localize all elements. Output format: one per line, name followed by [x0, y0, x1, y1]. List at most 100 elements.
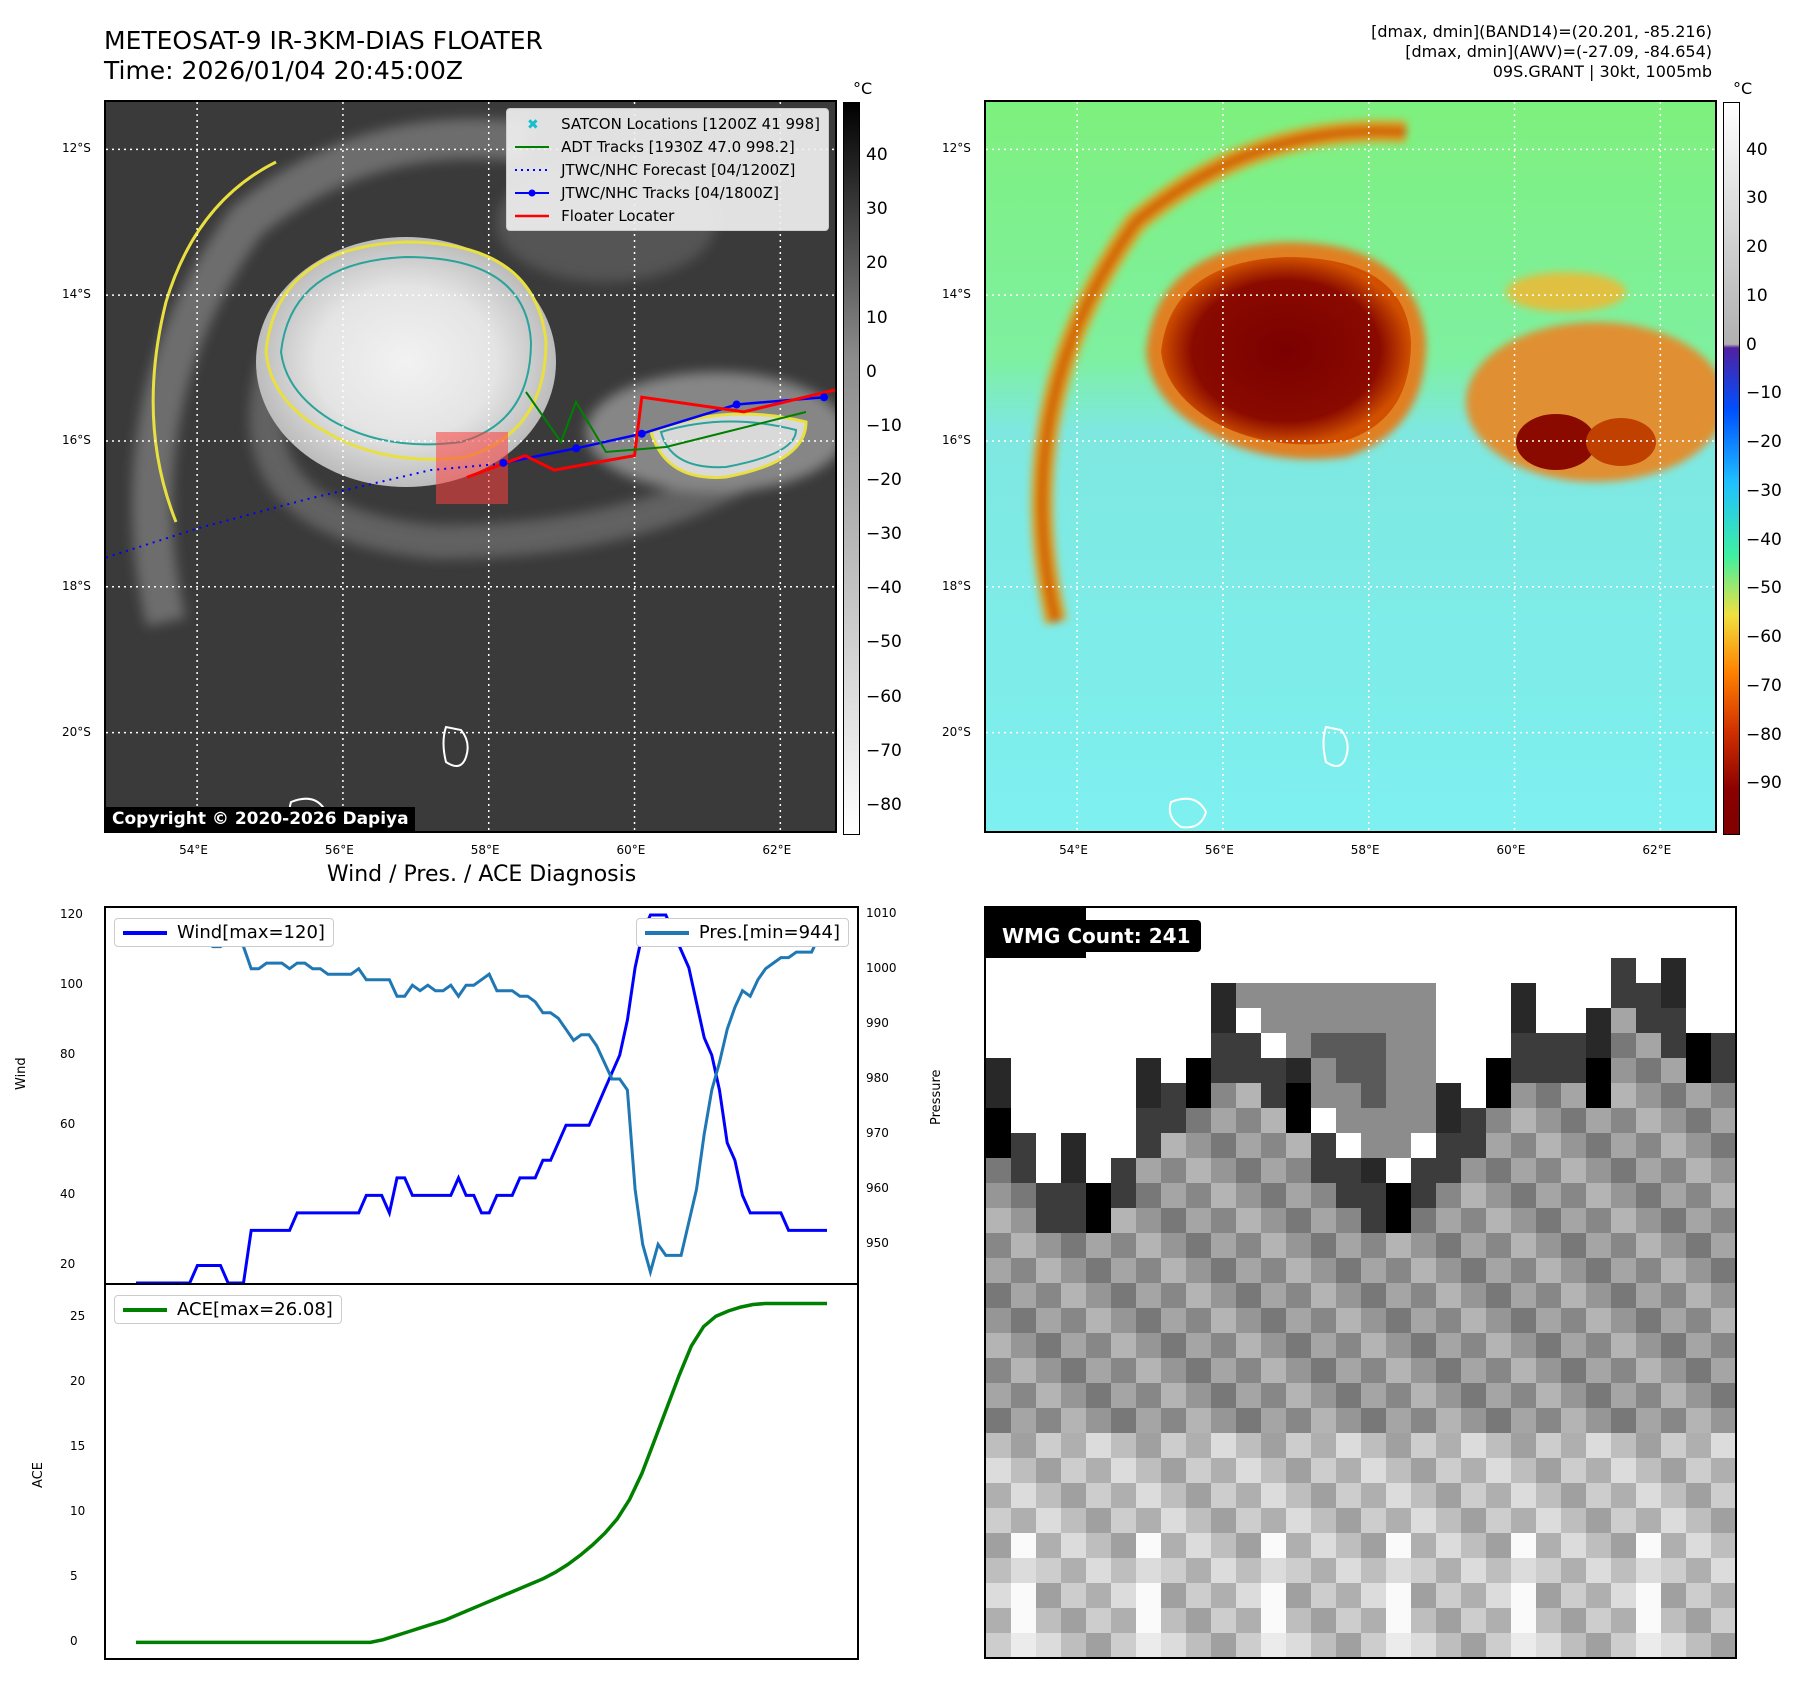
colorbar-tick-label: 20 [866, 253, 888, 274]
wmg-cell [1311, 1358, 1336, 1383]
wmg-cell [1361, 1133, 1386, 1158]
wmg-cell [1161, 1408, 1186, 1433]
wmg-cell [1436, 1033, 1461, 1058]
wmg-cell [1161, 1533, 1186, 1558]
wmg-cell [1286, 1033, 1311, 1058]
ir-colorbar [843, 102, 860, 835]
wmg-cell [1261, 1008, 1286, 1033]
wmg-cell [1086, 1033, 1111, 1058]
wmg-cell [1436, 1133, 1461, 1158]
wmg-cell [1286, 1583, 1311, 1608]
wmg-cell [1411, 1408, 1436, 1433]
wmg-cell [1311, 1283, 1336, 1308]
wmg-cell [1561, 1058, 1586, 1083]
wmg-cell [1711, 1358, 1735, 1383]
wmg-cell [1361, 1558, 1386, 1583]
wmg-cell [1336, 1158, 1361, 1183]
wmg-cell [1011, 1158, 1036, 1183]
wmg-cell [1086, 1258, 1111, 1283]
wmg-cell [1011, 1183, 1036, 1208]
wmg-cell [1661, 1508, 1686, 1533]
wmg-cell [1661, 1283, 1686, 1308]
wmg-cell [1311, 1183, 1336, 1208]
wmg-cell [1661, 1583, 1686, 1608]
wmg-cell [1186, 1283, 1211, 1308]
wmg-cell [1386, 1558, 1411, 1583]
floater-locater-line [466, 388, 835, 479]
pressure-axis-label: Pressure [929, 1069, 944, 1125]
wmg-cell [1286, 1308, 1311, 1333]
wmg-cell [1686, 958, 1711, 983]
colorbar-tick-label: 0 [866, 361, 877, 382]
wmg-cell [1261, 1108, 1286, 1133]
wmg-cell [1211, 1283, 1236, 1308]
wind-pressure-plot[interactable]: Wind[max=120] Pres.[min=944] [104, 906, 859, 1285]
wmg-cell [1611, 1133, 1636, 1158]
wmg-cell [1311, 1433, 1336, 1458]
wmg-cell [1261, 1133, 1286, 1158]
wmg-cell [1611, 958, 1636, 983]
wmg-cell [1711, 1633, 1735, 1657]
wmg-cell [1661, 1033, 1686, 1058]
wmg-cell [986, 1408, 1011, 1433]
wmg-cell [1511, 1008, 1536, 1033]
wmg-cell [1586, 1008, 1611, 1033]
wmg-cell [1686, 1083, 1711, 1108]
wmg-cell [1336, 1608, 1361, 1633]
wmg-cell [1436, 1383, 1461, 1408]
colorbar-tick-label: −80 [866, 794, 902, 815]
wmg-cell [1636, 1458, 1661, 1483]
wmg-cell [1336, 1283, 1361, 1308]
wmg-cell [1611, 1533, 1636, 1558]
wmg-cell [1361, 1033, 1386, 1058]
wmg-cell [1236, 1558, 1261, 1583]
wmg-cell [1036, 1058, 1061, 1083]
wmg-cell [1636, 1283, 1661, 1308]
pressure-series-line [136, 923, 829, 1278]
wmg-cell [1211, 1558, 1236, 1583]
wmg-cell [1611, 1458, 1636, 1483]
wmg-cell [1211, 1108, 1236, 1133]
wmg-cell [1286, 1558, 1311, 1583]
ir-map-panel[interactable]: ✖ SATCON Locations [1200Z 41 998] ADT Tra… [104, 100, 837, 833]
wmg-cell [1311, 983, 1336, 1008]
wmg-cell [1061, 983, 1086, 1008]
wmg-cell [1361, 1233, 1386, 1258]
wmg-cell [1036, 1483, 1061, 1508]
wmg-cell [1061, 1633, 1086, 1657]
wmg-cell [1436, 1308, 1461, 1333]
wmg-cell [1111, 1308, 1136, 1333]
wmg-cell [986, 1358, 1011, 1383]
wmg-cell [1311, 1558, 1336, 1583]
wmg-cell [1461, 1108, 1486, 1133]
wmg-cell [1586, 1108, 1611, 1133]
wmg-cell [1211, 1383, 1236, 1408]
wmg-cell [1211, 1033, 1236, 1058]
awv-map-panel[interactable] [984, 100, 1717, 833]
wmg-cell [1561, 1508, 1586, 1533]
wmg-cell [1511, 1458, 1536, 1483]
wmg-cell [1536, 1283, 1561, 1308]
wmg-cell [1361, 958, 1386, 983]
wmg-cell [1061, 1333, 1086, 1358]
wmg-panel[interactable]: WMG Count: 241 [984, 906, 1737, 1659]
wmg-cell [1011, 1383, 1036, 1408]
ace-plot[interactable]: ACE[max=26.08] [104, 1283, 859, 1660]
wmg-cell [1261, 983, 1286, 1008]
wmg-cell [1511, 933, 1536, 958]
wmg-cell [1236, 1058, 1261, 1083]
wmg-cell [1686, 1508, 1711, 1533]
wmg-cell [1011, 1008, 1036, 1033]
ace-tick-label: 20 [70, 1374, 86, 1389]
wmg-cell [1036, 958, 1061, 983]
wmg-cell [1336, 1108, 1361, 1133]
wmg-cell [1336, 1558, 1361, 1583]
wmg-cell [1086, 1408, 1111, 1433]
wmg-cell [1436, 1183, 1461, 1208]
wmg-cell [1586, 1308, 1611, 1333]
lon-tick-label: 56°E [324, 843, 354, 857]
wmg-cell [1461, 1008, 1486, 1033]
wmg-cell [1361, 983, 1386, 1008]
wmg-cell [1036, 1508, 1061, 1533]
wmg-cell [1036, 1308, 1061, 1333]
